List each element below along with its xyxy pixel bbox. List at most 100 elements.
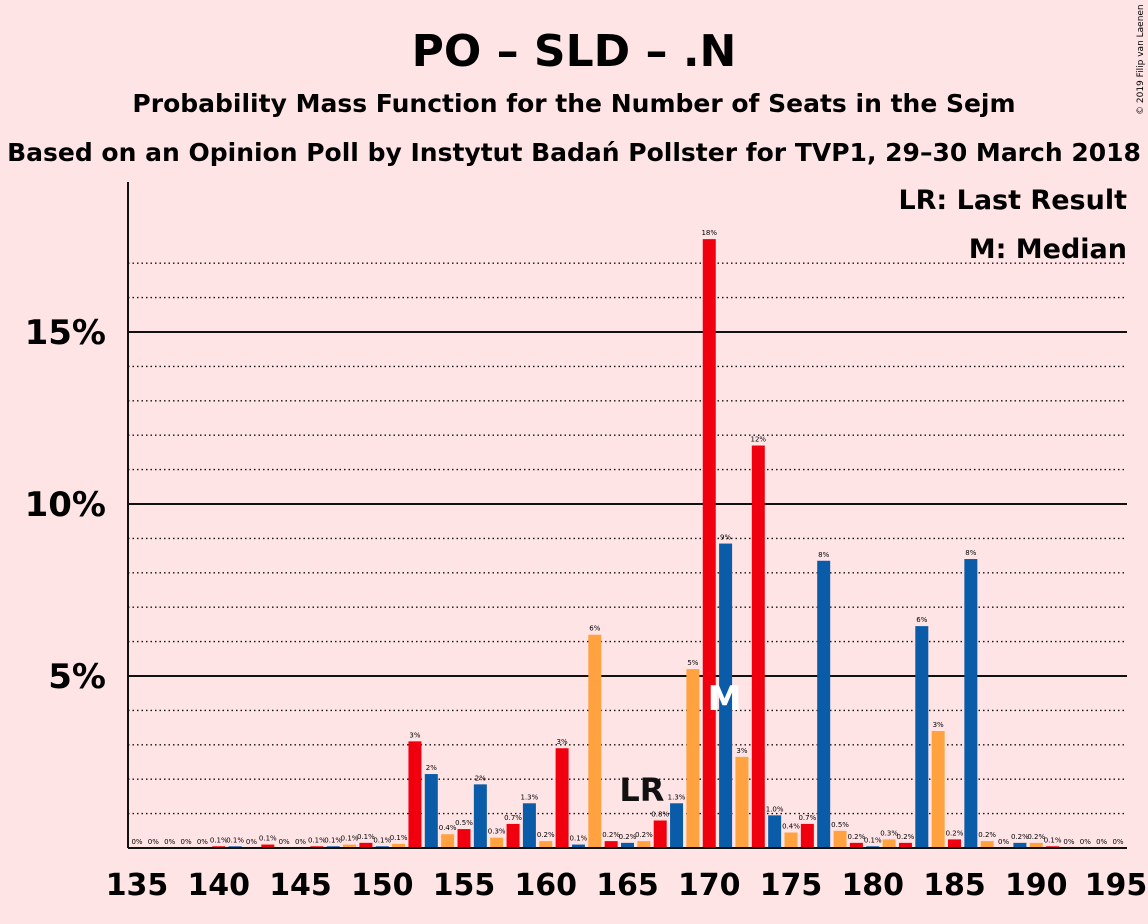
data-label-185: 0.2% [946, 829, 964, 837]
data-label-192: 0% [1063, 838, 1074, 846]
bar-183 [915, 626, 929, 848]
data-label-187: 0.2% [978, 831, 996, 839]
x-tick-label: 160 [514, 868, 577, 903]
data-label-165: 0.2% [619, 833, 637, 841]
bar-185 [948, 839, 961, 848]
data-label-137: 0% [164, 838, 175, 846]
bar-162 [571, 844, 585, 848]
data-label-178: 0.5% [831, 821, 849, 829]
data-label-138: 0% [180, 838, 191, 846]
y-tick-label: 10% [25, 485, 106, 525]
bar-156 [473, 784, 487, 848]
bar-161 [555, 748, 569, 848]
x-tick-label: 170 [678, 868, 741, 903]
bar-170 [702, 239, 716, 848]
bar-169 [686, 669, 700, 848]
bar-184 [931, 731, 945, 848]
data-label-179: 0.2% [848, 833, 866, 841]
data-label-146: 0.1% [308, 836, 326, 844]
data-label-163: 6% [589, 625, 600, 633]
x-tick-label: 145 [269, 868, 332, 903]
bar-160 [539, 841, 553, 848]
x-tick-label: 135 [106, 868, 169, 903]
x-tick-label: 190 [1005, 868, 1068, 903]
bar-189 [1013, 842, 1027, 848]
data-label-143: 0.1% [259, 835, 277, 843]
axes: 5% 10% 15% 135 140 145 150 155 160 165 170 175 180 18… [25, 182, 1148, 903]
data-label-145: 0% [295, 838, 306, 846]
data-label-169: 5% [687, 659, 698, 667]
gridlines [128, 262, 1127, 815]
bar-179 [849, 842, 863, 848]
median-marker: M [708, 679, 742, 719]
bar-174 [768, 815, 782, 848]
data-label-160: 0.2% [537, 831, 555, 839]
x-tick-label: 175 [760, 868, 823, 903]
bar-171 [719, 543, 733, 848]
data-label-156: 2% [475, 774, 486, 782]
x-tick-label: 180 [841, 868, 904, 903]
x-tick-label: 150 [351, 868, 414, 903]
data-label-135: 0% [131, 838, 142, 846]
bar-186 [964, 559, 978, 848]
data-label-191: 0.1% [1044, 836, 1062, 844]
bar-157 [490, 837, 504, 848]
data-label-194: 0% [1096, 838, 1107, 846]
chart-title: PO – SLD – .N [412, 26, 737, 77]
data-label-151: 0.1% [390, 834, 408, 842]
bar-190 [1029, 842, 1043, 848]
last-result-marker: LR [619, 771, 664, 809]
data-label-170: 18% [701, 229, 717, 237]
data-label-155: 0.5% [455, 819, 473, 827]
data-label-176: 0.7% [798, 814, 816, 822]
bar-168 [670, 803, 684, 848]
chart-subtitle: Probability Mass Function for the Number… [132, 89, 1015, 118]
data-label-184: 3% [933, 721, 944, 729]
data-label-173: 12% [751, 436, 767, 444]
data-label-180: 0.1% [864, 836, 882, 844]
bar-158 [506, 823, 520, 848]
data-label-188: 0% [998, 838, 1009, 846]
bar-155 [457, 829, 471, 848]
data-label-150: 0.1% [373, 836, 391, 844]
data-label-177: 8% [818, 551, 829, 559]
copyright-notice: © 2019 Filip van Laenen [1136, 4, 1146, 115]
data-label-189: 0.2% [1011, 833, 1029, 841]
x-tick-label: 165 [596, 868, 659, 903]
data-labels-group: 0% 0% 0% 0% 0% 0.1%0.1% 0% 0.1% 0% 0% 0.1%0.1%0.1%… [131, 229, 1123, 846]
x-tick-label: 155 [433, 868, 496, 903]
bar-177 [817, 560, 831, 848]
bar-176 [800, 823, 814, 848]
data-label-144: 0% [279, 838, 290, 846]
bar-154 [441, 834, 455, 848]
data-label-172: 3% [736, 747, 747, 755]
y-tick-label: 15% [25, 313, 106, 353]
bar-148 [343, 844, 357, 848]
data-label-149: 0.1% [357, 833, 375, 841]
bar-175 [784, 832, 798, 848]
bar-182 [898, 842, 912, 848]
data-label-171: 9% [720, 534, 731, 542]
bar-152 [408, 741, 422, 848]
x-tick-label: 185 [923, 868, 986, 903]
bar-166 [637, 841, 651, 848]
bar-153 [424, 774, 438, 848]
data-label-193: 0% [1080, 838, 1091, 846]
data-label-186: 8% [965, 549, 976, 557]
data-label-190: 0.2% [1027, 833, 1045, 841]
x-tick-label: 195 [1085, 868, 1148, 903]
data-label-162: 0.1% [570, 835, 588, 843]
data-label-181: 0.3% [880, 829, 898, 837]
y-tick-label: 5% [48, 657, 106, 697]
data-label-140: 0.1% [210, 836, 228, 844]
data-label-152: 3% [409, 731, 420, 739]
chart-subtitle-poll: Based on an Opinion Poll by Instytut Bad… [7, 138, 1141, 167]
data-label-141: 0.1% [226, 836, 244, 844]
bar-164 [604, 841, 618, 848]
data-label-168: 1.3% [668, 793, 686, 801]
data-label-139: 0% [197, 838, 208, 846]
bar-163 [588, 634, 602, 848]
bar-173 [751, 445, 765, 848]
data-label-136: 0% [148, 838, 159, 846]
